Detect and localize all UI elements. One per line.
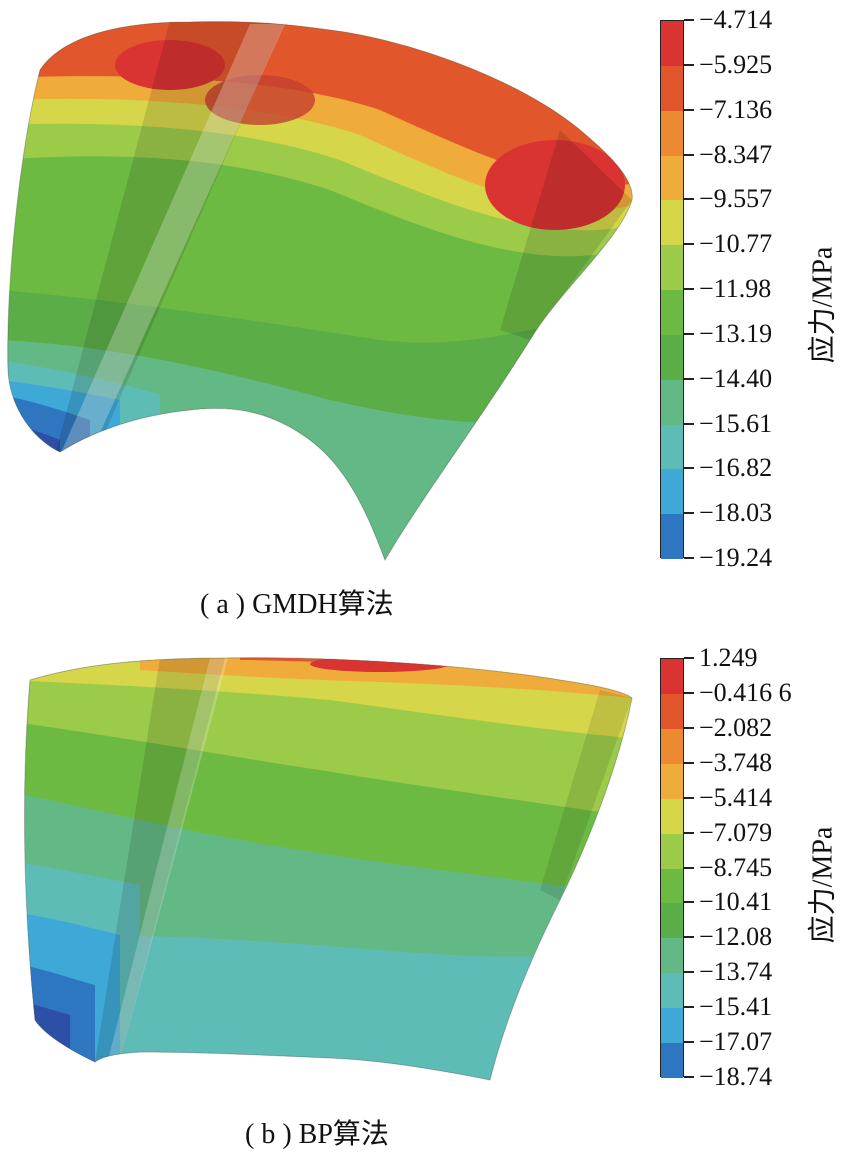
colorbar-tick-label: −0.416 6 [699,677,792,707]
colorbar-tick-label: −17.07 [699,1027,773,1057]
colorbar-segment [661,728,683,765]
colorbar-tick [684,332,694,335]
colorbar-segment [661,1008,683,1044]
colorbar-tick-label: −8.745 [699,852,773,882]
colorbar-tick-label: −12.08 [699,922,773,952]
colorbar-tick-label: −5.925 [699,49,773,79]
colorbar-tick-label: −5.414 [699,782,773,812]
colorbar-tick-label: −10.77 [699,229,773,259]
colorbar-tick-label: −8.347 [699,139,773,169]
colorbar-tick [684,657,694,659]
stress-contour-model-bp [24,657,633,1081]
colorbar-tick-label: −7.136 [699,94,773,124]
colorbar-tick [684,377,694,380]
colorbar-segment [661,973,683,1009]
colorbar-tick-label: −9.557 [699,184,773,214]
colorbar-tick [684,901,694,904]
colorbar-tick-label: −3.748 [699,747,773,777]
colorbar-tick-label: −19.24 [699,543,773,572]
colorbar-segment [661,833,683,869]
colorbar-segment [661,245,683,291]
colorbar-segment [661,469,683,515]
colorbar-tick [684,198,694,201]
colorbar-segment [661,110,683,156]
colorbar-segment [661,424,683,470]
colorbar-tick-label: −18.74 [699,1062,773,1091]
colorbar-tick [684,971,694,974]
colorbar-tick [684,1006,694,1009]
colorbar-tick [684,19,694,21]
colorbar-segment [661,1043,683,1079]
colorbar-tick-label: −13.19 [699,318,773,348]
colorbar-tick [684,422,694,425]
colorbar-ticks-gmdh [684,19,698,559]
colorbar-tick [684,243,694,246]
colorbar-tick [684,512,694,515]
colorbar-tick-label: −7.079 [699,817,773,847]
colorbar-tick [684,691,694,694]
colorbar-segment [661,200,683,246]
panel-bp: 1.249 −0.416 6 −2.082 −3.748 −5.414 −7.079 −8.… [0,640,847,1150]
colorbar-segment [661,379,683,425]
colorbar-tick-label: −18.03 [699,498,773,528]
colorbar-tick [684,866,694,869]
colorbar-tick-label: −11.98 [699,274,772,303]
colorbar-tick-label: −16.82 [699,453,773,483]
colorbar-tick [684,796,694,799]
colorbar-tick-label: −13.74 [699,957,773,987]
colorbar-ticks-bp [684,657,698,1078]
colorbar-tick [684,831,694,834]
colorbar-tick-label: −15.41 [699,992,773,1022]
colorbar-tick [684,108,694,111]
colorbar-tick [684,1041,694,1044]
colorbar-tick [684,153,694,156]
colorbar-tick [684,1076,694,1078]
stress-contour-model-gmdh [7,21,633,562]
colorbar-tick [684,288,694,290]
colorbar-segment [661,903,683,939]
colorbar-tick-label: −4.714 [699,5,773,34]
colorbar-segment [661,659,683,695]
colorbar-segment [661,290,683,336]
colorbar-segment [661,868,683,904]
colorbar-segment [661,334,683,381]
colorbar-segment [661,798,683,835]
caption-gmdh: ( a ) GMDH算法 [200,589,394,620]
colorbar-tick-label: 1.249 [699,643,758,672]
colorbar-tick-label: −2.082 [699,712,773,742]
colorbar-tick [684,726,694,729]
colorbar-tick [684,936,694,939]
colorbar-segment [661,938,683,974]
colorbar-segment [661,693,683,730]
panel-gmdh: −4.714 −5.925 −7.136 −8.347 −9.557 −10.77 −11.… [7,5,839,620]
colorbar-gmdh [660,20,684,560]
colorbar-tick-label: −10.41 [699,887,773,917]
caption-bp: ( b ) BP算法 [245,1119,389,1150]
colorbar-segment [661,514,683,560]
colorbar-tick [684,557,694,559]
colorbar-segment [661,763,683,800]
unit-label-gmdh: 应力/MPa [807,246,839,364]
colorbar-tick-label: −15.61 [699,408,773,438]
colorbar-tick [684,467,694,470]
colorbar-tick-label: −14.40 [699,363,773,393]
colorbar-segment [661,65,683,112]
colorbar-bp [660,658,684,1079]
unit-label-bp: 应力/MPa [807,826,839,944]
colorbar-tick [684,63,694,66]
colorbar-tick [684,761,694,764]
colorbar-segment [661,21,683,67]
colorbar-segment [661,155,683,201]
